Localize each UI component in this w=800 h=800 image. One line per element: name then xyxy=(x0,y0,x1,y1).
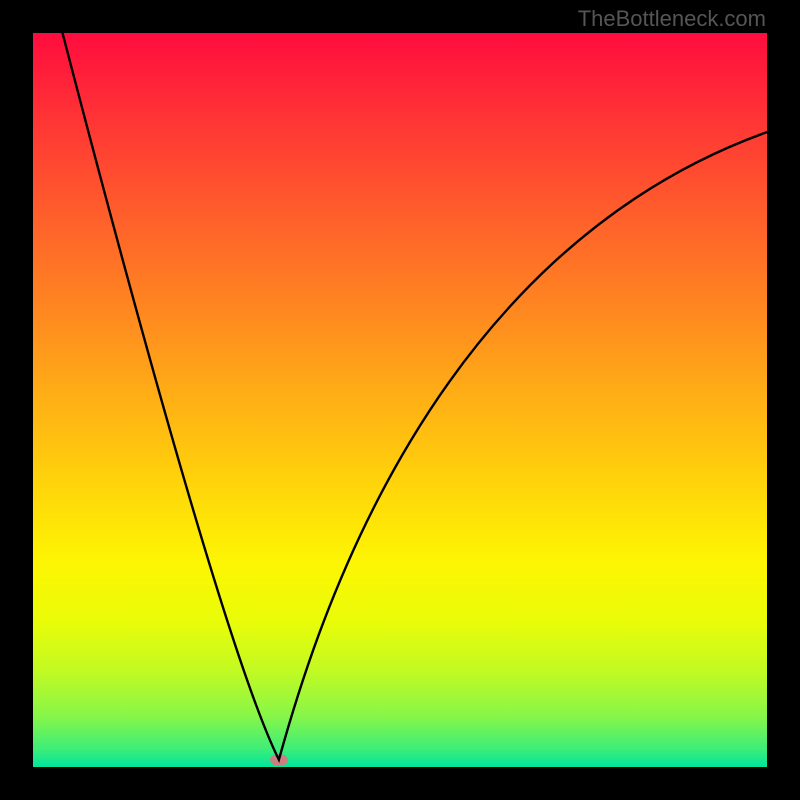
plot-area xyxy=(33,33,767,767)
vertex-marker xyxy=(270,754,288,766)
chart-stage: TheBottleneck.com xyxy=(0,0,800,800)
watermark-text: TheBottleneck.com xyxy=(578,6,766,32)
